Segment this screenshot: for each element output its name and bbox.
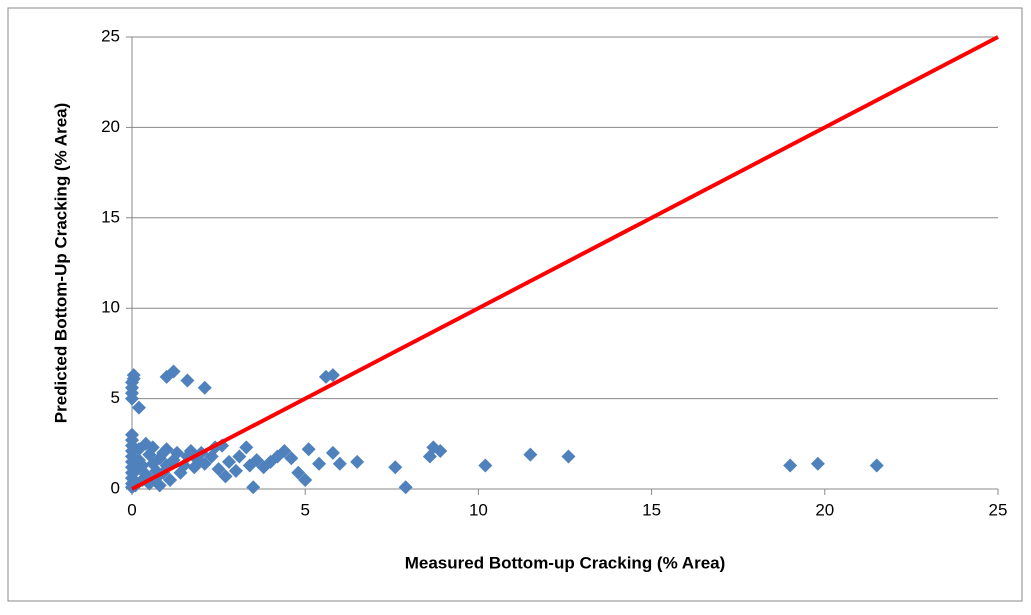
y-tick-label: 20	[101, 117, 120, 136]
point	[221, 454, 236, 469]
point	[166, 364, 181, 379]
point	[145, 440, 160, 455]
point	[561, 449, 576, 464]
y-axis-label: Predicted Bottom-Up Cracking (% Area)	[51, 103, 70, 424]
point	[277, 444, 292, 459]
point	[170, 445, 185, 460]
x-tick-label: 25	[989, 500, 1008, 519]
y-tick-label: 0	[111, 478, 120, 497]
point	[249, 453, 264, 468]
point	[869, 458, 884, 473]
point	[332, 456, 347, 471]
point	[298, 472, 313, 487]
point	[301, 442, 316, 457]
point	[398, 480, 413, 495]
point	[291, 465, 306, 480]
x-tick-label: 10	[469, 500, 488, 519]
x-tick-label: 0	[127, 500, 136, 519]
point	[232, 449, 247, 464]
point	[246, 480, 261, 495]
y-tick-label: 5	[111, 388, 120, 407]
point	[163, 472, 178, 487]
point	[131, 400, 146, 415]
point	[159, 442, 174, 457]
y-tick-label: 15	[101, 207, 120, 226]
point	[810, 456, 825, 471]
point	[211, 462, 226, 477]
point	[433, 444, 448, 459]
point	[126, 368, 141, 383]
point	[478, 458, 493, 473]
point	[197, 380, 212, 395]
point	[284, 451, 299, 466]
x-tick-label: 20	[815, 500, 834, 519]
point	[239, 440, 254, 455]
point	[325, 368, 340, 383]
point	[388, 460, 403, 475]
point	[228, 463, 243, 478]
point	[218, 469, 233, 484]
x-tick-label: 15	[642, 500, 661, 519]
point	[312, 456, 327, 471]
x-tick-label: 5	[300, 500, 309, 519]
y-tick-label: 25	[101, 26, 120, 45]
point	[152, 478, 167, 493]
point	[125, 427, 139, 442]
x-axis-label: Measured Bottom-up Cracking (% Area)	[405, 553, 726, 572]
y-tick-label: 10	[101, 298, 120, 317]
point	[180, 373, 195, 388]
point	[783, 458, 798, 473]
point	[325, 445, 340, 460]
point	[523, 447, 538, 462]
chart-border	[7, 7, 1023, 602]
point	[350, 454, 365, 469]
point	[197, 456, 212, 471]
equality-line	[131, 35, 999, 491]
